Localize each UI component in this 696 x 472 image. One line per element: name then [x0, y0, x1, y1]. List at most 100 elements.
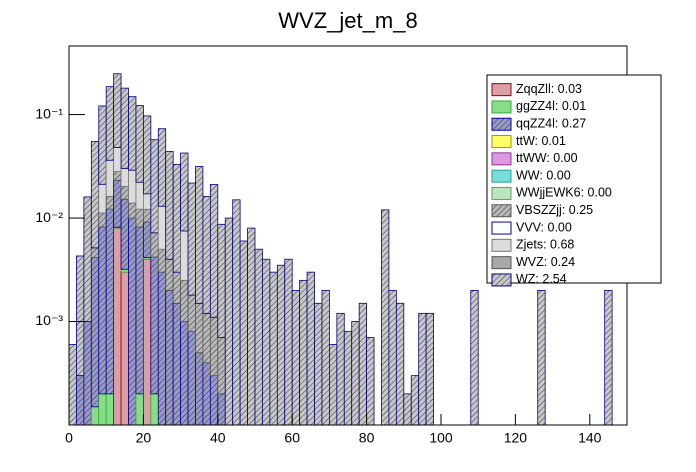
histogram-bar	[98, 212, 107, 228]
histogram-bar	[90, 247, 100, 258]
histogram-bar	[172, 271, 182, 304]
histogram-bar	[128, 217, 137, 425]
histogram-bar	[418, 312, 427, 425]
histogram-bar	[209, 184, 219, 318]
histogram-bar	[120, 268, 129, 273]
histogram-bar	[358, 302, 368, 425]
legend-label: WZ: 2.54	[516, 272, 567, 286]
histogram-bar	[165, 289, 174, 425]
legend-swatch	[491, 204, 512, 218]
x-tick-label: 140	[578, 430, 602, 446]
histogram-bar	[105, 195, 115, 210]
histogram-bar	[202, 195, 211, 314]
legend-label: qqZZ4l: 0.27	[516, 117, 586, 131]
histogram-bar	[120, 87, 129, 169]
legend-swatch	[491, 100, 512, 114]
histogram-bar	[157, 128, 167, 207]
legend-swatch	[491, 238, 512, 252]
histogram-bar	[410, 375, 420, 425]
legend-swatch	[491, 221, 512, 235]
histogram-bar	[83, 196, 92, 322]
x-tick-label: 100	[429, 430, 453, 446]
histogram-bar	[195, 166, 204, 304]
histogram-bar	[247, 227, 256, 425]
histogram-bar	[135, 181, 144, 210]
histogram-bar	[135, 208, 144, 228]
y-tick-label: 10⁻¹	[35, 105, 63, 121]
histogram-bar	[113, 171, 122, 181]
histogram-bar	[284, 258, 293, 425]
histogram-bar	[209, 375, 219, 425]
histogram-bar	[135, 226, 144, 395]
histogram-bar	[142, 258, 152, 425]
histogram-bar	[366, 337, 375, 425]
histogram-bar	[262, 258, 271, 425]
histogram-bar	[128, 169, 137, 204]
histogram-bar	[142, 221, 152, 258]
x-tick-label: 60	[284, 430, 300, 446]
histogram-bar	[98, 393, 107, 425]
histogram-bar	[537, 289, 546, 425]
histogram-bar	[306, 271, 315, 425]
histogram-bar	[90, 257, 100, 408]
histogram-bar	[98, 105, 107, 185]
legend-label: VVV: 0.00	[516, 220, 572, 234]
histogram-bar	[150, 139, 159, 234]
histogram-bar	[90, 140, 100, 249]
histogram-bar	[224, 217, 234, 425]
histogram-bar	[157, 271, 167, 425]
histogram-bar	[328, 344, 338, 425]
histogram-bar	[187, 294, 196, 332]
histogram-bar	[254, 248, 263, 425]
y-tick-label: 10⁻³	[35, 312, 63, 328]
histogram-bar	[604, 289, 613, 425]
histogram-bar	[239, 240, 248, 425]
chart-title: WVZ_jet_m_8	[278, 8, 417, 33]
histogram-bar	[98, 226, 107, 395]
histogram-bar	[157, 248, 167, 273]
histogram-bar	[209, 316, 219, 377]
histogram-bar	[76, 375, 85, 425]
histogram-bar	[105, 208, 115, 395]
histogram-bar	[83, 321, 92, 425]
legend-label: WW: 0.00	[516, 168, 571, 182]
x-tick-label: 0	[65, 430, 73, 446]
histogram-bar	[150, 232, 159, 258]
histogram-bar	[120, 167, 129, 187]
histogram-bar	[403, 393, 412, 425]
histogram-bar	[113, 227, 122, 425]
legend: ZqqZll: 0.03 ggZZ4l: 0.01 qqZZ4l: 0.27 ttW:…	[486, 74, 662, 287]
legend-label: ggZZ4l: 0.01	[516, 99, 586, 113]
histogram-bar	[195, 352, 204, 425]
legend-label: ZqqZll: 0.03	[516, 82, 582, 96]
histogram-bar	[269, 271, 278, 425]
histogram-bar	[217, 393, 226, 425]
legend-swatch	[491, 83, 512, 97]
histogram-bar	[217, 223, 226, 338]
histogram-bar	[113, 147, 122, 172]
histogram-bar	[351, 321, 360, 425]
legend-swatch	[491, 186, 512, 200]
legend-swatch	[491, 135, 512, 149]
legend-label: WWjjEWK6: 0.00	[516, 186, 612, 200]
histogram-bar	[187, 331, 196, 425]
histogram-bar	[90, 406, 100, 425]
histogram-bar	[202, 312, 211, 364]
histogram-bar	[142, 208, 152, 223]
histogram-bar	[76, 255, 85, 377]
histogram-bar	[105, 86, 115, 161]
histogram-bar	[291, 289, 301, 425]
legend-label: ttW: 0.01	[516, 134, 566, 148]
histogram-bar	[299, 279, 308, 425]
legend-box	[486, 74, 662, 284]
histogram-bar	[202, 362, 211, 425]
histogram-bar	[165, 151, 174, 260]
legend-swatch	[491, 117, 512, 131]
legend-swatch	[491, 169, 512, 183]
histogram-bar	[180, 152, 189, 232]
histogram-bar	[470, 289, 479, 425]
histogram-bar	[120, 198, 129, 270]
axes: 0 20 40 60 80 100 120 140 10⁻³ 10⁻² 10⁻¹	[35, 105, 601, 445]
histogram-bar	[165, 258, 174, 291]
